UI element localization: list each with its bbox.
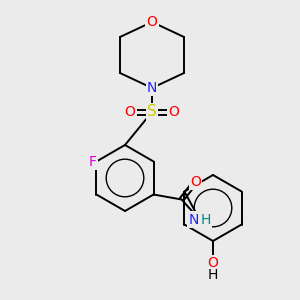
Text: O: O: [147, 15, 158, 29]
Text: S: S: [147, 104, 157, 119]
Text: H: H: [208, 268, 218, 282]
Text: N: N: [188, 212, 199, 226]
Text: H: H: [200, 212, 211, 226]
Text: O: O: [124, 105, 135, 119]
Text: O: O: [208, 256, 218, 270]
Text: O: O: [190, 175, 201, 188]
Text: F: F: [88, 154, 96, 169]
Text: O: O: [169, 105, 179, 119]
Text: N: N: [147, 81, 157, 95]
